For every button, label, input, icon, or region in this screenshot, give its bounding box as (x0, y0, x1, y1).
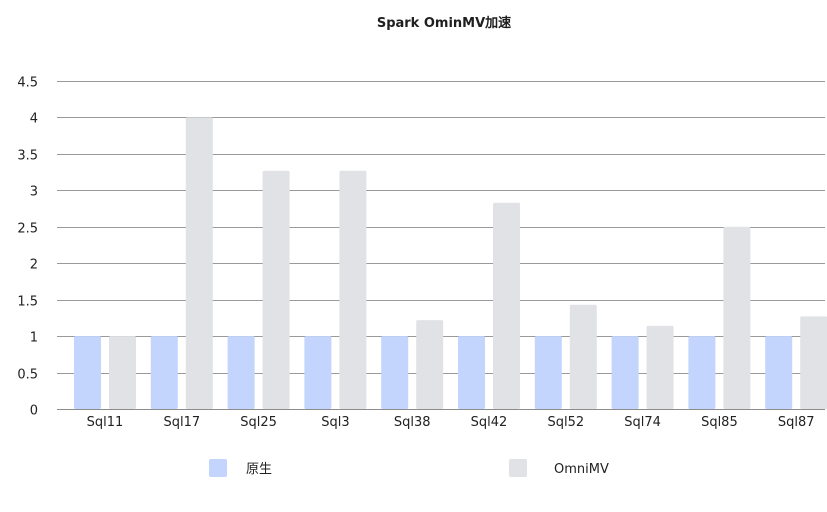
y-tick-label: 2 (30, 258, 38, 273)
y-tick-label: 0 (30, 404, 38, 419)
y-tick-label: 4.5 (17, 76, 38, 91)
x-tick-label: Sql42 (471, 415, 508, 430)
x-axis-ticks: Sql11 Sql17 Sql25 Sql3 Sql38 Sql42 Sql52 Sql74 S… (87, 415, 815, 430)
x-tick-label: Sql85 (701, 415, 738, 430)
bar-omnimv-sql74 (646, 325, 674, 409)
bar-omnimv-sql25 (262, 170, 290, 409)
bar-native-sql85 (688, 336, 716, 409)
y-tick-label: 0.5 (17, 368, 38, 383)
x-tick-label: Sql74 (624, 415, 661, 430)
y-tick-label: 1.5 (17, 295, 38, 310)
bar-native-sql11 (74, 336, 101, 409)
x-tick-label: Sql52 (547, 415, 584, 430)
x-tick-label: Sql25 (240, 415, 277, 430)
y-tick-label: 2.5 (17, 222, 38, 237)
bars (74, 117, 827, 410)
bar-omnimv-sql87 (800, 316, 827, 409)
y-tick-label: 1 (30, 331, 38, 346)
x-tick-label: Sql87 (778, 415, 815, 430)
y-tick-label: 3 (30, 185, 38, 200)
legend-label-omnimv: OmniMV (554, 462, 609, 477)
legend: 原生 OmniMV (209, 459, 609, 477)
x-tick-label: Sql17 (163, 415, 200, 430)
bar-omnimv-sql17 (185, 117, 213, 410)
bar-native-sql87 (765, 336, 793, 409)
bar-omnimv-sql3 (339, 170, 367, 409)
gridlines (57, 81, 825, 410)
legend-swatch-omnimv (509, 459, 527, 477)
y-tick-label: 3.5 (17, 149, 38, 164)
y-axis-ticks: 0 0.5 1 1.5 2 2.5 3 3.5 4 4.5 (17, 76, 38, 419)
bar-omnimv-sql85 (723, 226, 751, 409)
legend-label-native: 原生 (246, 462, 272, 477)
chart-title: Spark OminMV加速 (377, 15, 511, 31)
bar-omnimv-sql11 (109, 336, 136, 409)
bar-native-sql42 (458, 336, 485, 409)
bar-omnimv-sql42 (493, 202, 520, 409)
bar-omnimv-sql38 (416, 320, 444, 409)
legend-swatch-native (209, 459, 227, 477)
y-tick-label: 4 (30, 112, 38, 127)
bar-omnimv-sql52 (569, 304, 597, 409)
bar-native-sql52 (534, 336, 562, 409)
bar-native-sql38 (381, 336, 409, 409)
bar-native-sql3 (304, 336, 332, 409)
bar-native-sql17 (150, 336, 178, 409)
x-tick-label: Sql11 (87, 415, 124, 430)
bar-native-sql74 (611, 336, 639, 409)
x-tick-label: Sql38 (394, 415, 431, 430)
x-tick-label: Sql3 (321, 415, 349, 430)
bar-native-sql25 (227, 336, 255, 409)
